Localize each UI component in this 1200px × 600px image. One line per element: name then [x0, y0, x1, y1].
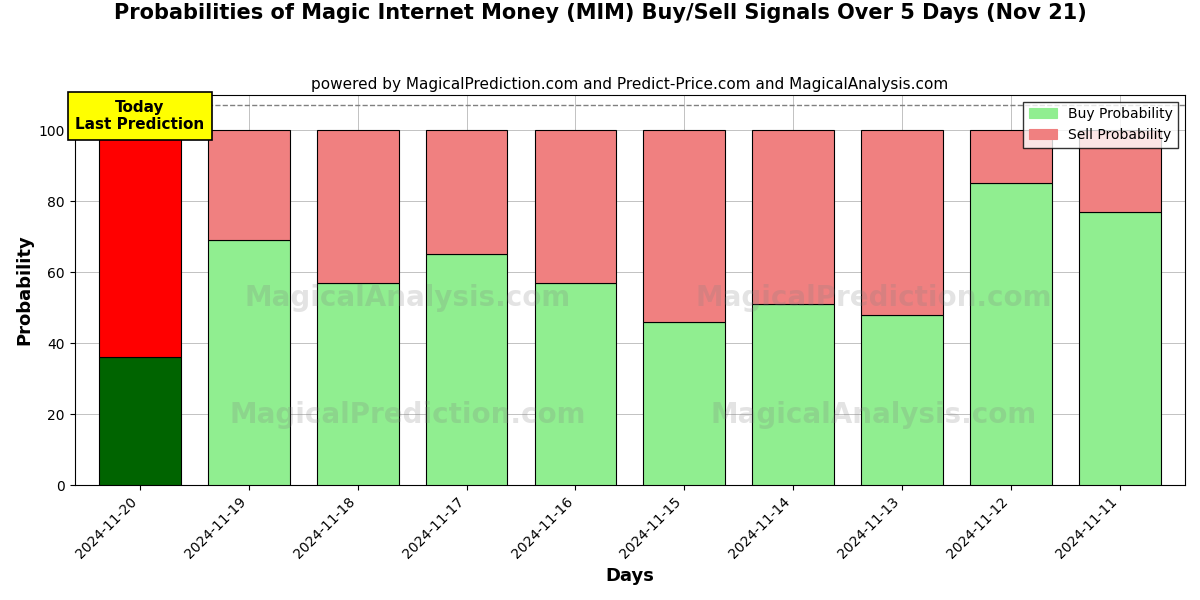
- Text: MagicalPrediction.com: MagicalPrediction.com: [229, 401, 586, 429]
- X-axis label: Days: Days: [605, 567, 654, 585]
- Bar: [643, 130, 725, 322]
- Text: Probabilities of Magic Internet Money (MIM) Buy/Sell Signals Over 5 Days (Nov 21: Probabilities of Magic Internet Money (M…: [114, 3, 1086, 23]
- Bar: [1079, 212, 1160, 485]
- Bar: [426, 130, 508, 254]
- Bar: [643, 322, 725, 485]
- Legend: Buy Probability, Sell Probability: Buy Probability, Sell Probability: [1024, 101, 1178, 148]
- Bar: [534, 283, 617, 485]
- Text: MagicalPrediction.com: MagicalPrediction.com: [696, 284, 1052, 311]
- Bar: [970, 130, 1051, 184]
- Bar: [862, 130, 943, 314]
- Title: powered by MagicalPrediction.com and Predict-Price.com and MagicalAnalysis.com: powered by MagicalPrediction.com and Pre…: [311, 77, 948, 92]
- Bar: [862, 314, 943, 485]
- Bar: [970, 184, 1051, 485]
- Bar: [534, 130, 617, 283]
- Bar: [208, 130, 289, 240]
- Bar: [752, 304, 834, 485]
- Bar: [426, 254, 508, 485]
- Text: MagicalAnalysis.com: MagicalAnalysis.com: [245, 284, 571, 311]
- Bar: [208, 240, 289, 485]
- Text: Today
Last Prediction: Today Last Prediction: [76, 100, 204, 132]
- Bar: [1079, 130, 1160, 212]
- Y-axis label: Probability: Probability: [16, 235, 34, 345]
- Text: MagicalAnalysis.com: MagicalAnalysis.com: [710, 401, 1037, 429]
- Bar: [752, 130, 834, 304]
- Bar: [317, 283, 398, 485]
- Bar: [100, 130, 181, 357]
- Bar: [100, 357, 181, 485]
- Bar: [317, 130, 398, 283]
